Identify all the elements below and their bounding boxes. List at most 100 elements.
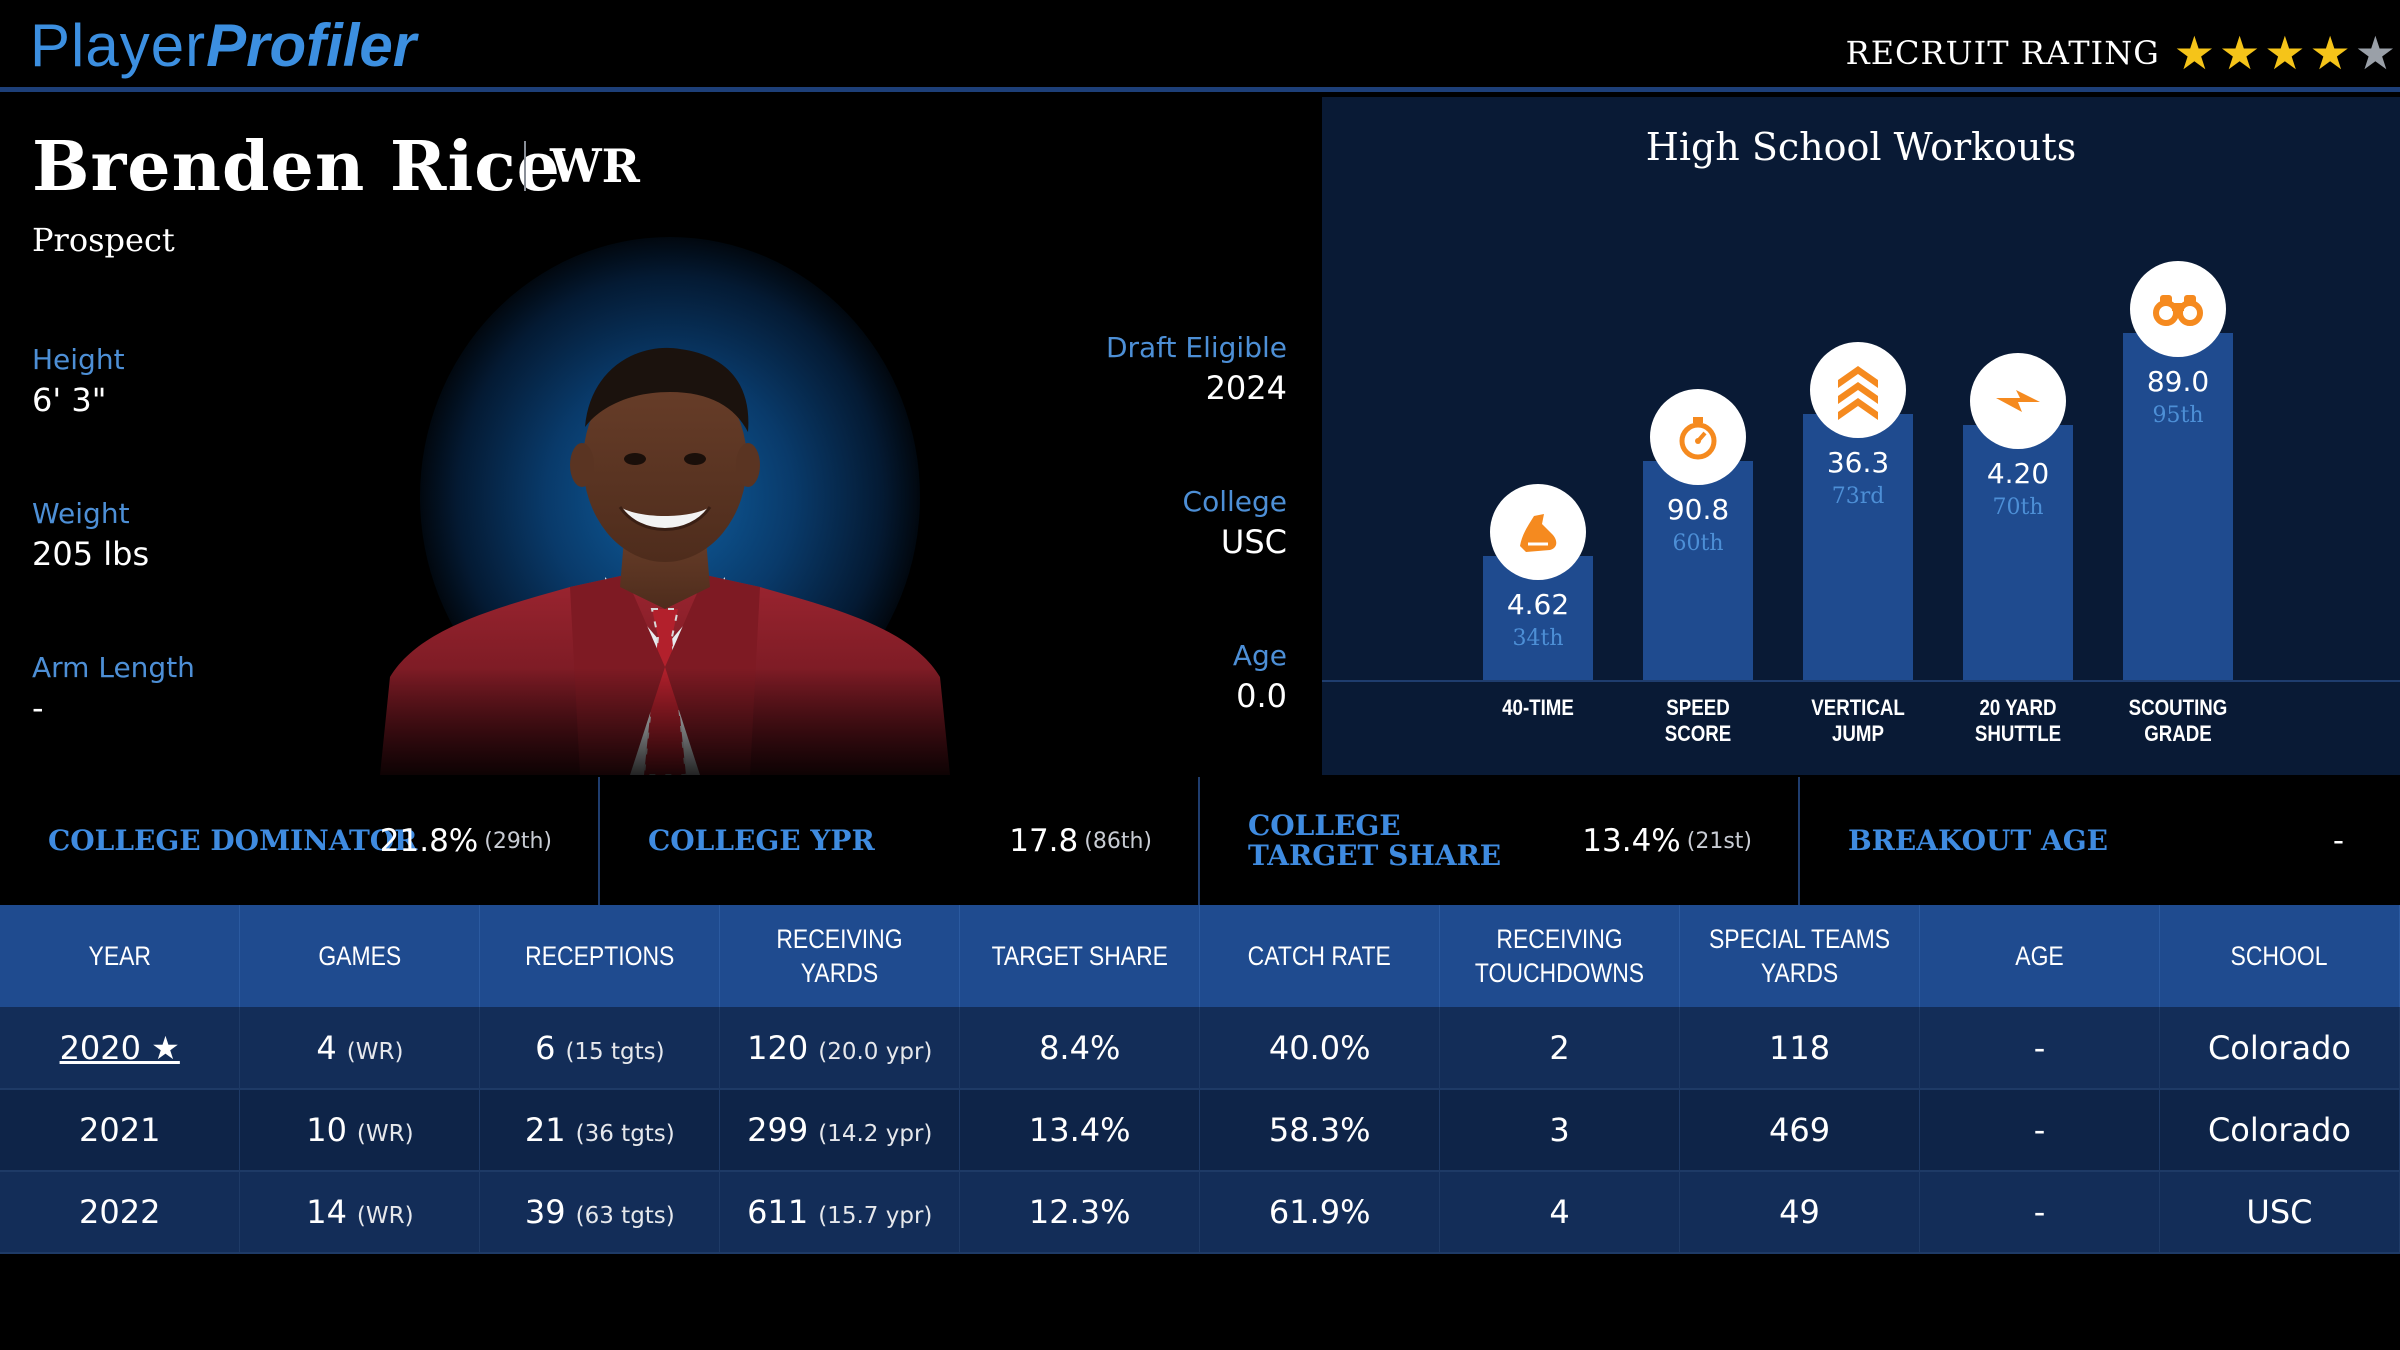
recruit-rating-label: RECRUIT RATING: [1845, 34, 2160, 72]
column-header[interactable]: GAMES: [239, 905, 481, 1007]
playerprofiler-logo[interactable]: PlayerProfiler: [30, 10, 416, 82]
metric-breakout-age: BREAKOUT AGE -: [1800, 777, 2400, 905]
column-header[interactable]: SCHOOL: [2159, 905, 2400, 1007]
height-value: 6' 3": [32, 381, 107, 419]
table-cell: 2022: [0, 1171, 241, 1254]
college-metrics-row: COLLEGE DOMINATOR 21.8% (29th) COLLEGE YP…: [0, 777, 2400, 905]
table-cell: -: [1919, 1089, 2160, 1172]
player-position: WR: [550, 139, 640, 193]
table-cell: 4 (WR): [239, 1007, 481, 1090]
table-cell: 299 (14.2 ypr): [719, 1089, 961, 1172]
column-header[interactable]: RECEIVING YARDS: [719, 905, 961, 1007]
college-value: USC: [1220, 523, 1287, 561]
table-cell: 611 (15.7 ypr): [719, 1171, 961, 1254]
table-header-row: YEAR GAMES RECEPTIONS RECEIVING YARDS TARGET…: [0, 905, 2400, 1007]
workout-value: 36.3: [1826, 446, 1890, 479]
table-cell: 3: [1439, 1089, 1681, 1172]
metric-value: 21.8% (29th): [379, 823, 552, 859]
workout-value: 4.62: [1506, 588, 1570, 621]
year-link[interactable]: 2020 ★: [59, 1028, 180, 1067]
table-cell: 14 (WR): [239, 1171, 481, 1254]
metric-label: COLLEGE DOMINATOR: [48, 824, 418, 857]
column-header[interactable]: RECEIVING TOUCHDOWNS: [1439, 905, 1681, 1007]
table-cell: Colorado: [2159, 1089, 2400, 1172]
logo-text-player: Player: [30, 12, 207, 79]
workout-percentile: 60th: [1672, 531, 1724, 556]
draft-eligible-label: Draft Eligible: [1105, 331, 1287, 364]
top-bar: PlayerProfiler RECRUIT RATING ★ ★ ★ ★ ★: [0, 0, 2400, 92]
column-header[interactable]: TARGET SHARE: [959, 905, 1201, 1007]
age-value: 0.0: [1236, 677, 1287, 715]
player-photo: [380, 347, 950, 775]
workout-bar: [1963, 425, 2073, 680]
table-row: 2020 ★ 4 (WR) 6 (15 tgts) 120 (20.0 ypr) 8.4% 40…: [0, 1007, 2400, 1090]
column-header[interactable]: CATCH RATE: [1199, 905, 1441, 1007]
table-cell: 10 (WR): [239, 1089, 481, 1172]
metric-college-target-share: COLLEGE TARGET SHARE 13.4% (21st): [1200, 777, 1800, 905]
logo-text-profiler: Profiler: [206, 12, 417, 79]
column-header[interactable]: RECEPTIONS: [479, 905, 721, 1007]
workout-value: 90.8: [1666, 493, 1730, 526]
table-cell: 8.4%: [959, 1007, 1201, 1090]
age-label: Age: [1232, 639, 1287, 672]
column-header[interactable]: SPECIAL TEAMS YARDS: [1679, 905, 1920, 1007]
table-cell: 2: [1439, 1007, 1681, 1090]
column-header[interactable]: YEAR: [0, 905, 241, 1007]
lightning-icon: [1970, 353, 2066, 449]
workout-percentile: 70th: [1992, 495, 2044, 520]
metric-value: 13.4% (21st): [1582, 823, 1752, 859]
binoculars-icon: [2130, 261, 2226, 357]
star-icon: ★: [2173, 26, 2215, 80]
height-label: Height: [32, 343, 125, 376]
metric-value: 17.8 (86th): [1009, 823, 1152, 859]
chevrons-up-icon: [1810, 342, 1906, 438]
table-cell[interactable]: 2020 ★: [0, 1007, 241, 1090]
weight-label: Weight: [32, 497, 130, 530]
metric-label: COLLEGE YPR: [648, 824, 875, 857]
workout-percentile: 73rd: [1831, 484, 1885, 509]
high-school-workouts-chart: High School Workouts 4.62 34th 40-TIME 90.8…: [1322, 97, 2400, 775]
star-icon: ★: [2219, 26, 2261, 80]
workout-category-label: 20 YARD SHUTTLE: [1974, 695, 2062, 746]
chart-baseline: [1322, 680, 2400, 682]
workout-value: 89.0: [2146, 365, 2210, 398]
workout-percentile: 34th: [1512, 626, 1564, 651]
star-icon: ★: [2309, 26, 2351, 80]
metric-label: BREAKOUT AGE: [1848, 824, 2108, 857]
table-cell: 39 (63 tgts): [479, 1171, 721, 1254]
workout-bar: [2123, 333, 2233, 680]
college-label: College: [1182, 485, 1287, 518]
running-shoe-icon: [1490, 484, 1586, 580]
workout-category-label: SCOUTING GRADE: [2128, 695, 2228, 746]
table-cell: Colorado: [2159, 1007, 2400, 1090]
stopwatch-icon: [1650, 389, 1746, 485]
metric-label: COLLEGE TARGET SHARE: [1248, 809, 1502, 872]
star-icon: ★: [2264, 26, 2306, 80]
table-cell: USC: [2159, 1171, 2400, 1254]
table-cell: 6 (15 tgts): [479, 1007, 721, 1090]
player-status: Prospect: [32, 221, 175, 259]
table-cell: 12.3%: [959, 1171, 1201, 1254]
table-cell: 49: [1679, 1171, 1920, 1254]
workouts-title: High School Workouts: [1645, 125, 2077, 169]
table-cell: -: [1919, 1007, 2160, 1090]
table-cell: 118: [1679, 1007, 1920, 1090]
table-cell: 2021: [0, 1089, 241, 1172]
star-empty-icon: ★: [2354, 26, 2396, 80]
name-divider: [524, 141, 526, 191]
arm-length-value: -: [32, 689, 44, 727]
table-cell: 61.9%: [1199, 1171, 1441, 1254]
recruit-rating: RECRUIT RATING ★ ★ ★ ★ ★: [1846, 28, 2400, 78]
workout-bar: [1643, 461, 1753, 680]
metric-college-dominator: COLLEGE DOMINATOR 21.8% (29th): [0, 777, 600, 905]
workout-category-label: 40-TIME: [1502, 695, 1574, 720]
column-header[interactable]: AGE: [1919, 905, 2160, 1007]
weight-value: 205 lbs: [32, 535, 150, 573]
player-profile-panel: Brenden Rice WR Prospect Height 6' 3" We…: [0, 97, 1320, 775]
table-cell: 13.4%: [959, 1089, 1201, 1172]
table-row: 2022 14 (WR) 39 (63 tgts) 611 (15.7 ypr) 12.3% 6…: [0, 1171, 2400, 1254]
table-cell: -: [1919, 1171, 2160, 1254]
table-cell: 21 (36 tgts): [479, 1089, 721, 1172]
workout-category-label: VERTICAL JUMP: [1811, 695, 1905, 746]
table-cell: 40.0%: [1199, 1007, 1441, 1090]
